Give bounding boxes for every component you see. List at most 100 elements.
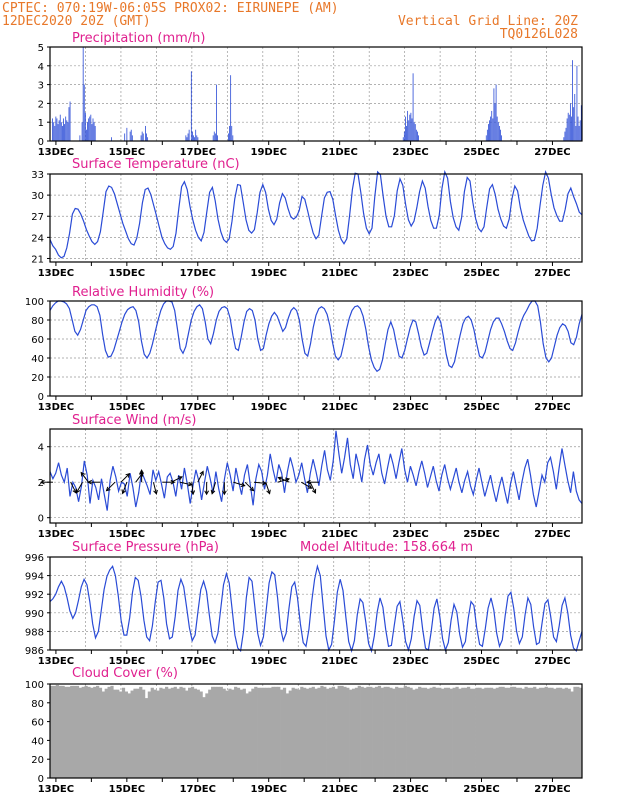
wind-arrow-head [87, 479, 93, 485]
precip-bar [63, 118, 64, 141]
precip-bar [576, 65, 578, 141]
cloud-bar [50, 685, 54, 778]
cloud-bar [280, 689, 284, 778]
precip-bar [66, 120, 68, 141]
cloud-bar [294, 688, 298, 778]
wind-arrow-head [125, 472, 131, 478]
precip-bar [497, 122, 499, 141]
wind-arrow-head [39, 479, 45, 485]
precip-bar [111, 137, 112, 141]
cloud-bar [369, 686, 373, 778]
precip-bar [566, 118, 568, 141]
panel-title: Surface Temperature (nC) [72, 157, 240, 172]
cloud-bar [397, 687, 402, 778]
precip-bar [407, 110, 409, 141]
cloud-bar [61, 685, 65, 778]
precip-bar [574, 94, 576, 141]
y-tick-label: 27 [31, 212, 44, 223]
cloud-bar [159, 687, 163, 778]
precip-bar [406, 125, 407, 141]
cloud-bar [337, 685, 341, 778]
cloud-bar [386, 686, 390, 778]
x-tick-label: 27DEC [534, 529, 570, 540]
cloud-bar [331, 686, 336, 778]
panel-2: Relative Humidity (%) 0 20 40 60 80 100 13DEC 15… [25, 285, 583, 413]
y-tick-label: 3 [38, 81, 44, 92]
panel-title: Precipitation (mm/h) [72, 31, 205, 46]
x-tick-label: 27DEC [534, 147, 570, 158]
cloud-bar [202, 697, 206, 778]
precip-bar [186, 137, 188, 141]
precip-bar [126, 127, 128, 141]
precip-bar [62, 125, 63, 141]
cloud-bar [527, 687, 531, 778]
precip-bar [230, 75, 232, 141]
y-tick-label: 0 [38, 774, 44, 785]
precip-bar [194, 137, 195, 141]
cloud-bar [231, 689, 235, 778]
precip-bar [500, 129, 501, 141]
y-tick-label: 2 [38, 478, 44, 489]
cloud-bar [190, 686, 195, 778]
cloud-bar [357, 685, 361, 778]
precip-bar [491, 110, 493, 141]
x-tick-label: 23DEC [392, 784, 428, 795]
cloud-bar [383, 686, 387, 778]
x-tick-label: 23DEC [392, 147, 428, 158]
cloud-bar [87, 686, 91, 778]
cloud-bar [530, 687, 534, 778]
precip-bar [408, 120, 410, 141]
cloud-bar [579, 687, 583, 778]
precip-bar [196, 135, 198, 141]
x-tick-label: 15DEC [109, 529, 145, 540]
cloud-bar [443, 687, 448, 778]
wind-arrow-head [139, 469, 144, 474]
cloud-bar [455, 686, 459, 778]
y-tick-label: 992 [25, 590, 44, 601]
x-tick-label: 25DEC [463, 402, 499, 413]
x-tick-label: 19DEC [251, 529, 287, 540]
panel-title: Surface Wind (m/s) [72, 413, 196, 428]
cloud-bar [127, 693, 131, 778]
cloud-bar [265, 687, 269, 778]
precip-bar [411, 118, 413, 141]
cloud-bar [104, 688, 108, 778]
precip-bar [402, 137, 404, 141]
panel-frame [49, 683, 583, 779]
x-tick-label: 13DEC [38, 147, 74, 158]
precip-bar [59, 114, 61, 141]
y-tick-label: 4 [38, 443, 44, 454]
wind-arrow-head [190, 490, 196, 496]
cloud-bar [438, 687, 442, 778]
cloud-bar [185, 690, 189, 778]
cloud-bar [55, 684, 59, 778]
cloud-bar [242, 688, 246, 778]
panel-title: Cloud Cover (%) [72, 666, 178, 681]
precip-bar [60, 122, 62, 141]
x-tick-label: 17DEC [180, 529, 216, 540]
precip-bar [415, 129, 417, 141]
panel-frame [49, 300, 583, 397]
wind-arrow-head [210, 489, 216, 495]
precip-bar [55, 116, 57, 141]
cloud-bar [567, 688, 571, 778]
series-line [49, 430, 583, 511]
cloud-bar [475, 687, 479, 778]
cloud-bar [262, 687, 267, 778]
cloud-bar [484, 687, 488, 778]
x-tick-label: 17DEC [180, 784, 216, 795]
cloud-bar [139, 686, 143, 778]
cloud-bar [268, 687, 272, 778]
series-line [49, 300, 583, 373]
wind-arrow-head [177, 476, 183, 481]
cloud-bar [435, 687, 439, 778]
wind-arrow [170, 476, 183, 483]
cloud-bar [518, 687, 522, 778]
cloud-bar [96, 685, 100, 778]
panel-1: Surface Temperature (nC) 21 24 27 30 33 13DEC 1… [31, 157, 583, 279]
cloud-bar [392, 688, 396, 778]
precip-bar [79, 135, 81, 141]
cloud-bar [564, 687, 568, 778]
panel-frame [49, 556, 583, 651]
